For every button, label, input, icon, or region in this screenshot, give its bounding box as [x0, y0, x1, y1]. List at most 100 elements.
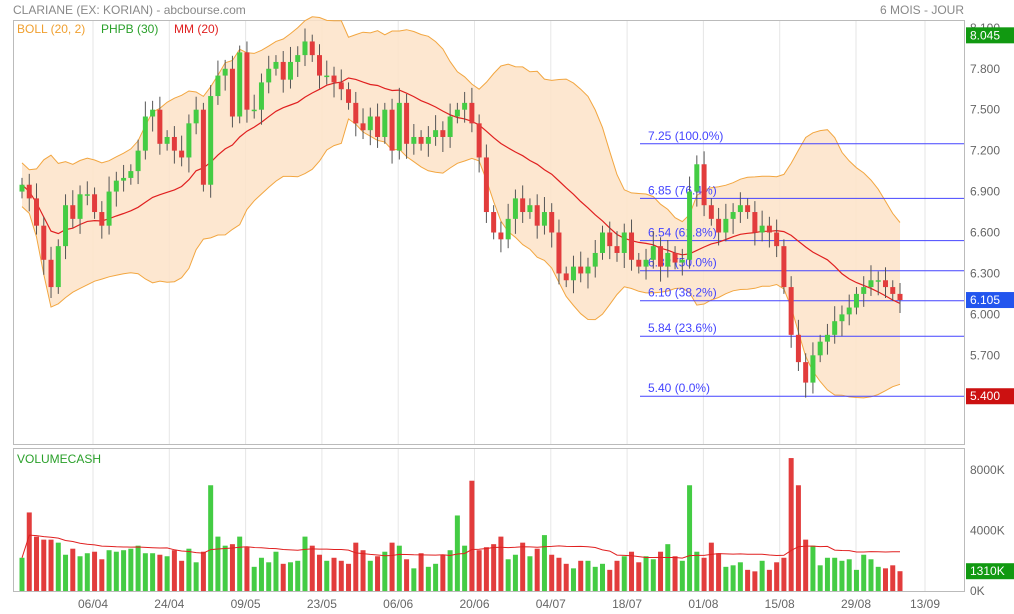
volume-bar	[425, 566, 431, 591]
price-badge-label: 8.045	[970, 28, 1000, 42]
candle	[237, 45, 243, 124]
volume-bar	[411, 568, 417, 591]
candle	[621, 223, 627, 268]
x-tick-label: 15/08	[765, 597, 795, 611]
bollinger-upper-line	[21, 16, 901, 223]
volume-bar	[795, 485, 801, 591]
x-tick-label: 13/09	[910, 597, 940, 611]
candle	[708, 198, 714, 226]
volume-bar	[810, 545, 816, 591]
volume-bar	[578, 560, 584, 591]
candle	[643, 248, 649, 280]
volume-bar	[585, 560, 591, 591]
volume-bar	[745, 569, 751, 591]
volume-bar	[708, 542, 714, 591]
price-tick-label: 7.200	[970, 144, 1000, 158]
candle	[99, 201, 105, 239]
fibonacci-label: 6.85 (76.4%)	[648, 183, 717, 197]
candle	[200, 102, 206, 192]
price-badge-label: 5.400	[970, 389, 1000, 403]
candle	[629, 219, 635, 271]
candle	[186, 114, 192, 173]
candle	[491, 205, 497, 240]
volume-tick-label: 0K	[970, 584, 985, 598]
volume-bar	[687, 485, 693, 591]
candle	[766, 216, 772, 248]
candle	[26, 173, 32, 212]
candle	[788, 276, 794, 348]
volume-bar	[77, 556, 83, 591]
volume-bar	[621, 556, 627, 591]
candle	[882, 267, 888, 298]
candle	[418, 130, 424, 151]
x-tick-label: 24/04	[154, 597, 184, 611]
volume-bar	[63, 554, 69, 591]
candle	[469, 87, 475, 133]
volume-average-line	[21, 534, 900, 559]
volume-bar	[737, 562, 743, 591]
candle	[324, 60, 330, 85]
x-tick-label: 06/06	[383, 597, 413, 611]
price-tick-label: 6.900	[970, 185, 1000, 199]
candle	[360, 108, 366, 140]
candle	[890, 280, 896, 301]
volume-bar	[41, 539, 47, 591]
volume-bar	[273, 551, 279, 591]
volume-bar	[84, 553, 90, 591]
volume-bar	[832, 557, 838, 591]
candle	[128, 164, 134, 185]
candle	[541, 197, 547, 235]
period-label: 6 MOIS - JOUR	[880, 3, 964, 17]
volume-bar	[469, 480, 475, 591]
fibonacci-label: 7.25 (100.0%)	[648, 129, 723, 143]
candle	[375, 103, 381, 148]
candle	[599, 225, 605, 260]
volume-bar	[396, 545, 402, 591]
candle	[774, 219, 780, 258]
volume-bar	[331, 557, 337, 591]
fibonacci-label: 6.10 (38.2%)	[648, 286, 717, 300]
candle	[679, 248, 685, 276]
volume-bar	[34, 536, 40, 591]
candle	[287, 46, 293, 89]
candle	[498, 221, 504, 253]
candle	[106, 176, 112, 235]
volume-bar	[534, 548, 540, 591]
volume-bar	[208, 485, 214, 591]
volume-bar	[861, 554, 867, 591]
price-badge	[966, 292, 1014, 309]
volume-bar	[55, 542, 61, 591]
candle	[389, 98, 395, 164]
volume-bar	[614, 560, 620, 591]
volume-bar	[157, 554, 163, 591]
volume-bar	[853, 569, 859, 591]
candle	[592, 240, 598, 278]
volume-badge-label: 1310K	[970, 564, 1005, 578]
candle	[77, 185, 83, 234]
candle	[512, 189, 518, 234]
candle	[505, 203, 511, 249]
candle	[897, 282, 903, 314]
volume-bar	[556, 557, 562, 591]
volume-bar	[752, 571, 758, 591]
volume-bar	[121, 550, 127, 591]
volume-bar	[317, 554, 323, 591]
volume-bar	[280, 563, 286, 591]
volume-bar	[679, 560, 685, 591]
x-tick-label: 23/05	[307, 597, 337, 611]
volume-bar	[658, 551, 664, 591]
price-badge-label: 6.105	[970, 293, 1000, 307]
legend-bollinger: BOLL (20, 2)	[17, 22, 85, 36]
volume-bar	[382, 551, 388, 591]
volume-bar	[665, 544, 671, 591]
volume-bar	[229, 544, 235, 591]
candle	[614, 231, 620, 262]
candle	[875, 271, 881, 296]
x-tick-label: 09/05	[231, 597, 261, 611]
x-tick-label: 18/07	[612, 597, 642, 611]
volume-bar	[164, 556, 170, 591]
legend-ma: MM (20)	[174, 22, 219, 36]
volume-bar	[730, 565, 736, 591]
volume-bar	[266, 562, 272, 591]
volume-tick-label: 8000K	[970, 463, 1005, 477]
